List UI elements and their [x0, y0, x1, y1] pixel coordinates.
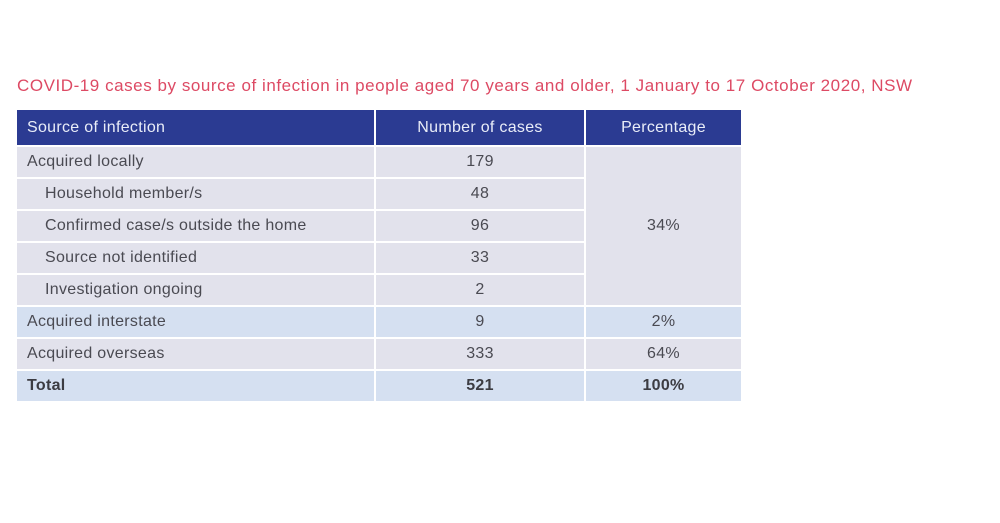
infection-source-table: Source of infection Number of cases Perc…: [17, 110, 743, 403]
cases-value: 521: [375, 370, 586, 403]
table-row-confirmed-case-outside-home: Confirmed case/s outside the home 96: [17, 210, 742, 243]
table-row-source-not-identified: Source not identified 33: [17, 242, 742, 275]
row-label: Investigation ongoing: [17, 274, 376, 307]
row-label: Acquired locally: [17, 146, 376, 179]
row-label: Confirmed case/s outside the home: [17, 210, 376, 243]
column-header-percentage: Percentage: [585, 110, 743, 147]
percentage-merged-value: 34%: [585, 146, 743, 307]
row-label: Total: [17, 370, 376, 403]
cases-value: 333: [375, 338, 586, 371]
percentage-value: 100%: [585, 370, 743, 403]
row-label: Household member/s: [17, 178, 376, 211]
column-header-cases: Number of cases: [375, 110, 586, 147]
table-row-acquired-locally: Acquired locally 179 34%: [17, 146, 743, 307]
cases-value: 9: [375, 306, 586, 339]
row-label: Acquired interstate: [17, 306, 376, 339]
cases-value: 2: [375, 274, 586, 307]
table-title: COVID-19 cases by source of infection in…: [17, 76, 913, 95]
table-row-total: Total 521 100%: [17, 370, 743, 403]
percentage-value: 2%: [585, 306, 743, 339]
row-label: Acquired overseas: [17, 338, 376, 371]
header-row: Source of infection Number of cases Perc…: [17, 110, 743, 147]
table-row-investigation-ongoing: Investigation ongoing 2: [17, 274, 742, 307]
percentage-value: 64%: [585, 338, 743, 371]
cases-value: 48: [375, 178, 586, 211]
row-label: Source not identified: [17, 242, 376, 275]
table-row-acquired-overseas: Acquired overseas 333 64%: [17, 338, 743, 371]
table-row-acquired-interstate: Acquired interstate 9 2%: [17, 306, 743, 339]
cases-value: 33: [375, 242, 586, 275]
cases-value: 179: [375, 146, 586, 179]
table-row-household-members: Household member/s 48: [17, 178, 742, 211]
cases-value: 96: [375, 210, 586, 243]
column-header-source: Source of infection: [17, 110, 376, 147]
